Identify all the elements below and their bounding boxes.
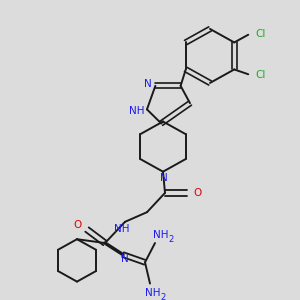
Text: N: N [143, 79, 151, 89]
Text: 2: 2 [168, 235, 174, 244]
Text: NH: NH [153, 230, 169, 240]
Text: N: N [160, 173, 168, 183]
Text: Cl: Cl [255, 29, 266, 39]
Text: Cl: Cl [255, 70, 266, 80]
Text: NH: NH [145, 288, 161, 298]
Text: N: N [121, 254, 129, 264]
Text: 2: 2 [160, 292, 166, 300]
Text: O: O [193, 188, 201, 198]
Text: NH: NH [114, 224, 130, 234]
Text: O: O [73, 220, 81, 230]
Text: NH: NH [129, 106, 145, 116]
